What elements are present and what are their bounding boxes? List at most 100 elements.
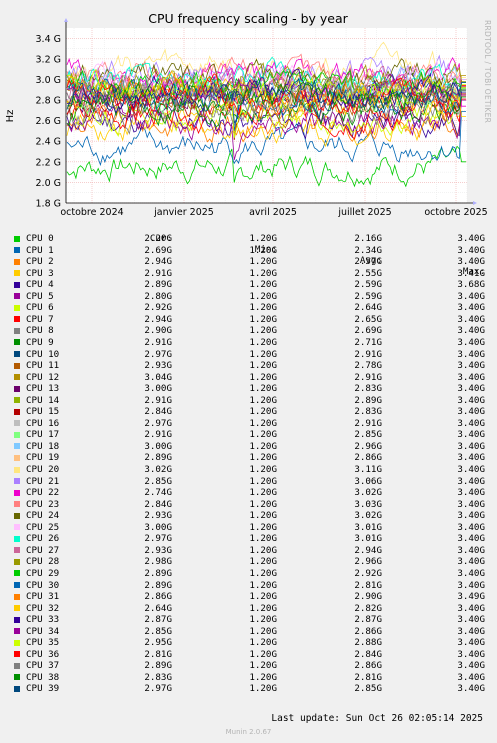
legend-min: 1.20G <box>249 625 277 637</box>
legend-avg: 2.89G <box>354 394 382 406</box>
legend-avg: 3.01G <box>354 521 382 533</box>
legend-avg: 2.85G <box>354 683 382 695</box>
legend-max: 3.40G <box>457 637 485 649</box>
legend-avg: 2.78G <box>354 360 382 372</box>
legend-avg: 2.71G <box>354 336 382 348</box>
legend-min: 1.20G <box>249 567 277 579</box>
legend-swatch <box>14 489 20 496</box>
legend-swatch <box>14 247 20 254</box>
series-line <box>66 62 466 103</box>
legend-row: CPU 39 2.97G 1.20G 2.85G 3.40G <box>0 683 497 694</box>
legend-series-name: CPU 11 <box>26 360 60 372</box>
legend-row: CPU 4 2.89G 1.20G 2.59G 3.68G <box>0 279 497 290</box>
legend-avg: 2.96G <box>354 440 382 452</box>
y-tick-label: 3.0 G <box>36 75 62 86</box>
legend-row: CPU 10 2.97G 1.20G 2.91G 3.40G <box>0 349 497 360</box>
legend-min: 1.20G <box>249 475 277 487</box>
legend-avg: 2.55G <box>354 267 382 279</box>
legend-avg: 2.91G <box>354 417 382 429</box>
legend-series-name: CPU 23 <box>26 498 60 510</box>
legend-min: 1.20G <box>249 660 277 672</box>
legend-series-name: CPU 28 <box>26 556 60 568</box>
y-tick-label: 3.4 G <box>36 34 62 45</box>
legend-min: 1.20G <box>249 464 277 475</box>
legend-series-name: CPU 29 <box>26 567 60 579</box>
legend-min: 1.20G <box>249 591 277 603</box>
legend-min: 1.20G <box>249 325 277 337</box>
rrdtool-credit: RRDTOOL / TOBI OETIKER <box>483 20 492 123</box>
legend-avg: 2.92G <box>354 567 382 579</box>
legend-cur: 2.83G <box>144 671 172 683</box>
legend-cur: 3.02G <box>144 464 172 475</box>
legend-row: CPU 34 2.85G 1.20G 2.86G 3.40G <box>0 626 497 637</box>
legend-max: 3.40G <box>457 521 485 533</box>
legend-avg: 3.02G <box>354 510 382 522</box>
y-tick-label: 2.4 G <box>36 137 62 148</box>
legend-series-name: CPU 37 <box>26 660 60 672</box>
legend-max: 3.40G <box>457 475 485 487</box>
legend-min: 1.20G <box>249 336 277 348</box>
axes <box>64 18 477 205</box>
legend-swatch <box>14 501 20 508</box>
legend-max: 3.40G <box>457 302 485 314</box>
legend-swatch <box>14 478 20 485</box>
legend-row: CPU 17 2.91G 1.20G 2.85G 3.40G <box>0 429 497 440</box>
legend-max: 3.40G <box>457 325 485 337</box>
legend-swatch <box>14 547 20 554</box>
legend-avg: 3.11G <box>354 464 382 475</box>
legend-series-name: CPU 7 <box>26 313 54 325</box>
legend-min: 1.20G <box>249 614 277 626</box>
legend-cur: 2.97G <box>144 533 172 545</box>
legend-max: 3.40G <box>457 383 485 395</box>
legend-cur: 3.00G <box>144 440 172 452</box>
legend-cur: 2.86G <box>144 591 172 603</box>
y-axis-label: Hz <box>5 110 16 123</box>
legend-avg: 2.87G <box>354 614 382 626</box>
legend-swatch <box>14 524 20 531</box>
x-tick-label: octobre 2024 <box>60 207 123 218</box>
legend-min: 1.20G <box>249 267 277 279</box>
legend-cur: 2.98G <box>144 556 172 568</box>
legend-row: CPU 35 2.95G 1.20G 2.88G 3.40G <box>0 637 497 648</box>
legend-row: CPU 11 2.93G 1.20G 2.78G 3.40G <box>0 360 497 371</box>
series-line <box>66 64 466 103</box>
legend-series-name: CPU 5 <box>26 290 54 302</box>
legend-cur: 2.85G <box>144 475 172 487</box>
legend-max: 3.40G <box>457 660 485 672</box>
legend-max: 3.40G <box>457 567 485 579</box>
legend-swatch <box>14 270 20 277</box>
legend-series-name: CPU 34 <box>26 625 60 637</box>
legend-cur: 2.94G <box>144 313 172 325</box>
legend-series-name: CPU 0 <box>26 233 54 244</box>
legend-row: CPU 13 3.00G 1.20G 2.83G 3.40G <box>0 383 497 394</box>
legend-series-name: CPU 15 <box>26 406 60 418</box>
legend-series-name: CPU 6 <box>26 302 54 314</box>
y-tick-label: 2.2 G <box>36 157 62 168</box>
series-line <box>66 145 466 188</box>
legend-row: CPU 24 2.93G 1.20G 3.02G 3.40G <box>0 510 497 521</box>
y-tick-labels: 1.8 G 2.0 G 2.2 G 2.4 G 2.6 G 2.8 G 3.0 G 3.2 G… <box>36 34 62 210</box>
legend-row: CPU 30 2.89G 1.20G 2.81G 3.40G <box>0 580 497 591</box>
legend-max: 3.40G <box>457 429 485 441</box>
legend-avg: 2.85G <box>354 429 382 441</box>
legend-cur: 2.20G <box>144 233 172 244</box>
x-tick-labels: octobre 2024 janvier 2025 avril 2025 juille… <box>60 207 487 218</box>
legend-max: 3.40G <box>457 406 485 418</box>
legend-series-name: CPU 10 <box>26 348 60 360</box>
legend-min: 1.20G <box>249 417 277 429</box>
legend-swatch <box>14 420 20 427</box>
legend-avg: 2.86G <box>354 452 382 464</box>
legend-avg: 2.59G <box>354 279 382 291</box>
legend-max: 3.40G <box>457 360 485 372</box>
legend-row: CPU 21 2.85G 1.20G 3.06G 3.40G <box>0 476 497 487</box>
legend-header-min: Min: <box>254 244 277 255</box>
legend-cur: 2.91G <box>144 267 172 279</box>
legend-avg: 2.57G <box>354 256 382 268</box>
legend-series-name: CPU 20 <box>26 464 60 475</box>
legend-min: 1.20G <box>249 533 277 545</box>
y-axis-arrow <box>64 18 68 22</box>
legend-cur: 2.90G <box>144 325 172 337</box>
legend-avg: 2.81G <box>354 671 382 683</box>
legend-min: 1.20G <box>249 313 277 325</box>
legend-row: CPU 12 3.04G 1.20G 2.91G 3.40G <box>0 372 497 383</box>
